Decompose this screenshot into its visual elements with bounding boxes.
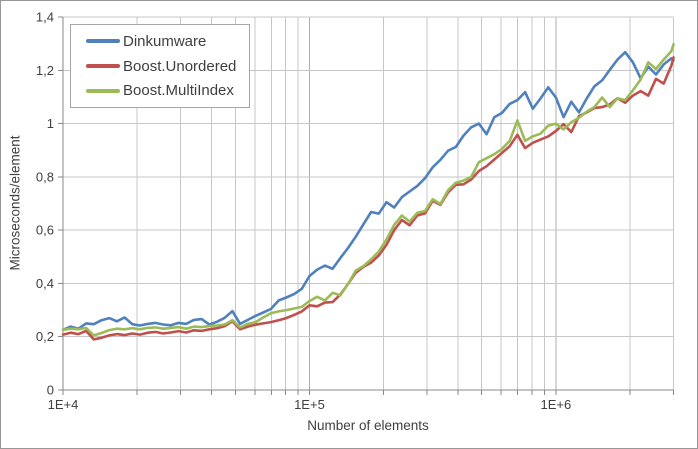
legend-swatch-line-icon bbox=[86, 64, 120, 68]
legend-label: Boost.MultiIndex bbox=[123, 82, 234, 100]
series-line-boost-multiindex bbox=[61, 42, 675, 337]
gridlines bbox=[63, 16, 674, 390]
y-tick-label: 0,2 bbox=[36, 329, 54, 344]
tick-labels: 0 0,2 0,4 0,6 0,8 1 1,2 1,4 1E+4 1E+5 1E+6 bbox=[36, 10, 571, 413]
legend-item: Boost.Unordered bbox=[86, 58, 249, 75]
y-tick-label: 0,8 bbox=[36, 169, 54, 184]
y-tick-label: 0,6 bbox=[36, 223, 54, 238]
legend-label: Boost.Unordered bbox=[123, 57, 237, 75]
legend-item: Dinkumware bbox=[86, 33, 249, 50]
y-tick-label: 1,2 bbox=[36, 63, 54, 78]
legend-label: Dinkumware bbox=[123, 32, 207, 50]
y-axis-title: Microseconds/element bbox=[7, 135, 23, 271]
y-tick-label: 0,4 bbox=[36, 276, 54, 291]
legend-swatch-line-icon bbox=[86, 39, 120, 44]
x-tick-label: 1E+4 bbox=[48, 397, 79, 412]
series-lines bbox=[61, 42, 675, 341]
y-tick-label: 1,4 bbox=[36, 10, 54, 25]
y-tick-label: 0 bbox=[47, 383, 54, 398]
y-tick-label: 1 bbox=[47, 116, 54, 131]
x-tick-label: 1E+6 bbox=[541, 397, 572, 412]
legend-item: Boost.MultiIndex bbox=[86, 82, 249, 99]
legend-swatch-line-icon bbox=[86, 88, 120, 93]
axes bbox=[58, 16, 674, 395]
x-axis-title: Number of elements bbox=[307, 418, 429, 433]
x-tick-label: 1E+5 bbox=[294, 397, 325, 412]
legend: Dinkumware Boost.Unordered Boost.MultiIn… bbox=[70, 24, 250, 108]
series-line-dinkumware bbox=[61, 50, 675, 332]
series-line-boost-unordered bbox=[61, 56, 675, 341]
